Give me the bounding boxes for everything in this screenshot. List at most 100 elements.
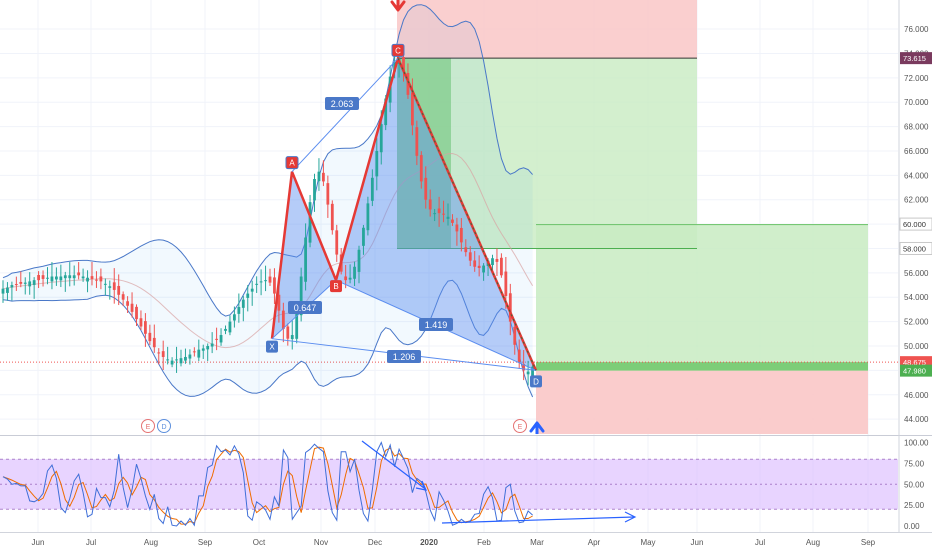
candle-body bbox=[322, 172, 325, 182]
ratio-label: 1.419 bbox=[419, 318, 453, 331]
stoch-tick-label: 50.00 bbox=[904, 480, 925, 489]
candle bbox=[210, 332, 214, 354]
candle bbox=[144, 313, 147, 347]
divergence-arrow-2 bbox=[441, 511, 637, 524]
candle-body bbox=[424, 177, 428, 200]
candle-body bbox=[517, 349, 521, 362]
stoch-tick-label: 100.00 bbox=[904, 439, 929, 448]
candle bbox=[322, 160, 325, 187]
candle-body bbox=[241, 299, 245, 308]
candle-body bbox=[442, 213, 445, 215]
price-tick-label: 52.000 bbox=[904, 318, 929, 327]
event-marker-text: E bbox=[146, 424, 151, 431]
candle-body bbox=[157, 352, 161, 354]
candle-body bbox=[330, 203, 334, 231]
candle bbox=[14, 276, 18, 291]
candle bbox=[415, 120, 419, 166]
divergence-head bbox=[415, 480, 428, 491]
candle-body bbox=[491, 258, 494, 266]
pattern-ratio-line bbox=[291, 57, 399, 173]
candle-body bbox=[224, 328, 227, 331]
candle bbox=[308, 194, 312, 248]
candle bbox=[90, 262, 94, 286]
pattern-point-box bbox=[530, 375, 542, 388]
candle bbox=[491, 254, 494, 272]
candle bbox=[99, 268, 103, 290]
bb-lower bbox=[2, 279, 534, 398]
candle-body bbox=[402, 57, 405, 71]
candle bbox=[513, 320, 517, 355]
candle bbox=[152, 324, 156, 353]
candle-body bbox=[482, 265, 485, 273]
candle-body bbox=[317, 171, 321, 182]
candle bbox=[437, 196, 441, 227]
divergence-head bbox=[624, 511, 637, 523]
pattern-point-text: X bbox=[269, 343, 275, 352]
price-tick-label: 66.000 bbox=[904, 147, 929, 156]
ratio-label-box bbox=[387, 350, 421, 363]
candle bbox=[313, 173, 316, 212]
candle bbox=[166, 346, 170, 365]
candle-body bbox=[28, 281, 32, 287]
candle bbox=[121, 291, 125, 307]
candle bbox=[130, 292, 134, 318]
candle-body bbox=[264, 280, 267, 282]
candle-body bbox=[117, 285, 121, 295]
pattern-point-x: X bbox=[266, 340, 278, 353]
long-stop-zone bbox=[536, 370, 868, 434]
ratio-label-box bbox=[419, 318, 453, 331]
candle-body bbox=[126, 301, 129, 306]
candle-body bbox=[375, 150, 379, 177]
candle-body bbox=[32, 280, 36, 285]
candle-body bbox=[210, 343, 214, 347]
candle bbox=[23, 277, 27, 295]
candle bbox=[72, 265, 76, 286]
candle bbox=[264, 265, 267, 292]
price-tag-box bbox=[899, 241, 932, 255]
long-target-zone bbox=[536, 224, 868, 371]
buy-arrow-head bbox=[529, 421, 545, 433]
candle-body bbox=[508, 293, 512, 322]
candle-body bbox=[130, 303, 134, 312]
price-tick-label: 70.000 bbox=[904, 98, 929, 107]
candle-body bbox=[500, 257, 503, 276]
candle bbox=[482, 263, 485, 281]
candle bbox=[46, 267, 49, 285]
candle bbox=[455, 217, 459, 246]
candle-body bbox=[313, 178, 316, 201]
time-tick-label: Sep bbox=[198, 538, 213, 547]
candle bbox=[135, 304, 138, 327]
candlesticks bbox=[1, 44, 534, 386]
candle-body bbox=[353, 266, 356, 279]
candle-body bbox=[46, 277, 49, 279]
candle-body bbox=[219, 335, 223, 343]
candle-body bbox=[406, 72, 410, 95]
price-tag: 58.000 bbox=[899, 241, 932, 255]
candle bbox=[451, 214, 454, 226]
pattern-point-text: D bbox=[533, 377, 539, 386]
candle bbox=[157, 348, 161, 365]
candle bbox=[219, 328, 223, 346]
candle-body bbox=[108, 286, 112, 288]
short-filled-zone bbox=[397, 58, 451, 249]
candle bbox=[175, 346, 178, 373]
candle bbox=[233, 306, 236, 328]
price-tick-label: 72.000 bbox=[904, 74, 929, 83]
bb-fill bbox=[3, 4, 533, 397]
candle-body bbox=[428, 199, 432, 210]
cd-leg-dashed bbox=[397, 58, 537, 371]
candle-body bbox=[348, 277, 352, 280]
candle-body bbox=[19, 281, 23, 284]
candle-body bbox=[135, 306, 138, 320]
time-tick-label: Jul bbox=[86, 538, 96, 547]
candle bbox=[464, 239, 468, 257]
candle bbox=[206, 343, 210, 362]
candle-body bbox=[246, 293, 250, 298]
time-tick-label: Aug bbox=[806, 538, 820, 547]
candle-body bbox=[10, 285, 14, 288]
sell-arrow-head bbox=[390, 0, 406, 12]
candle-body bbox=[201, 348, 205, 351]
candle bbox=[517, 339, 521, 369]
ratio-label-text: 1.206 bbox=[393, 352, 416, 362]
